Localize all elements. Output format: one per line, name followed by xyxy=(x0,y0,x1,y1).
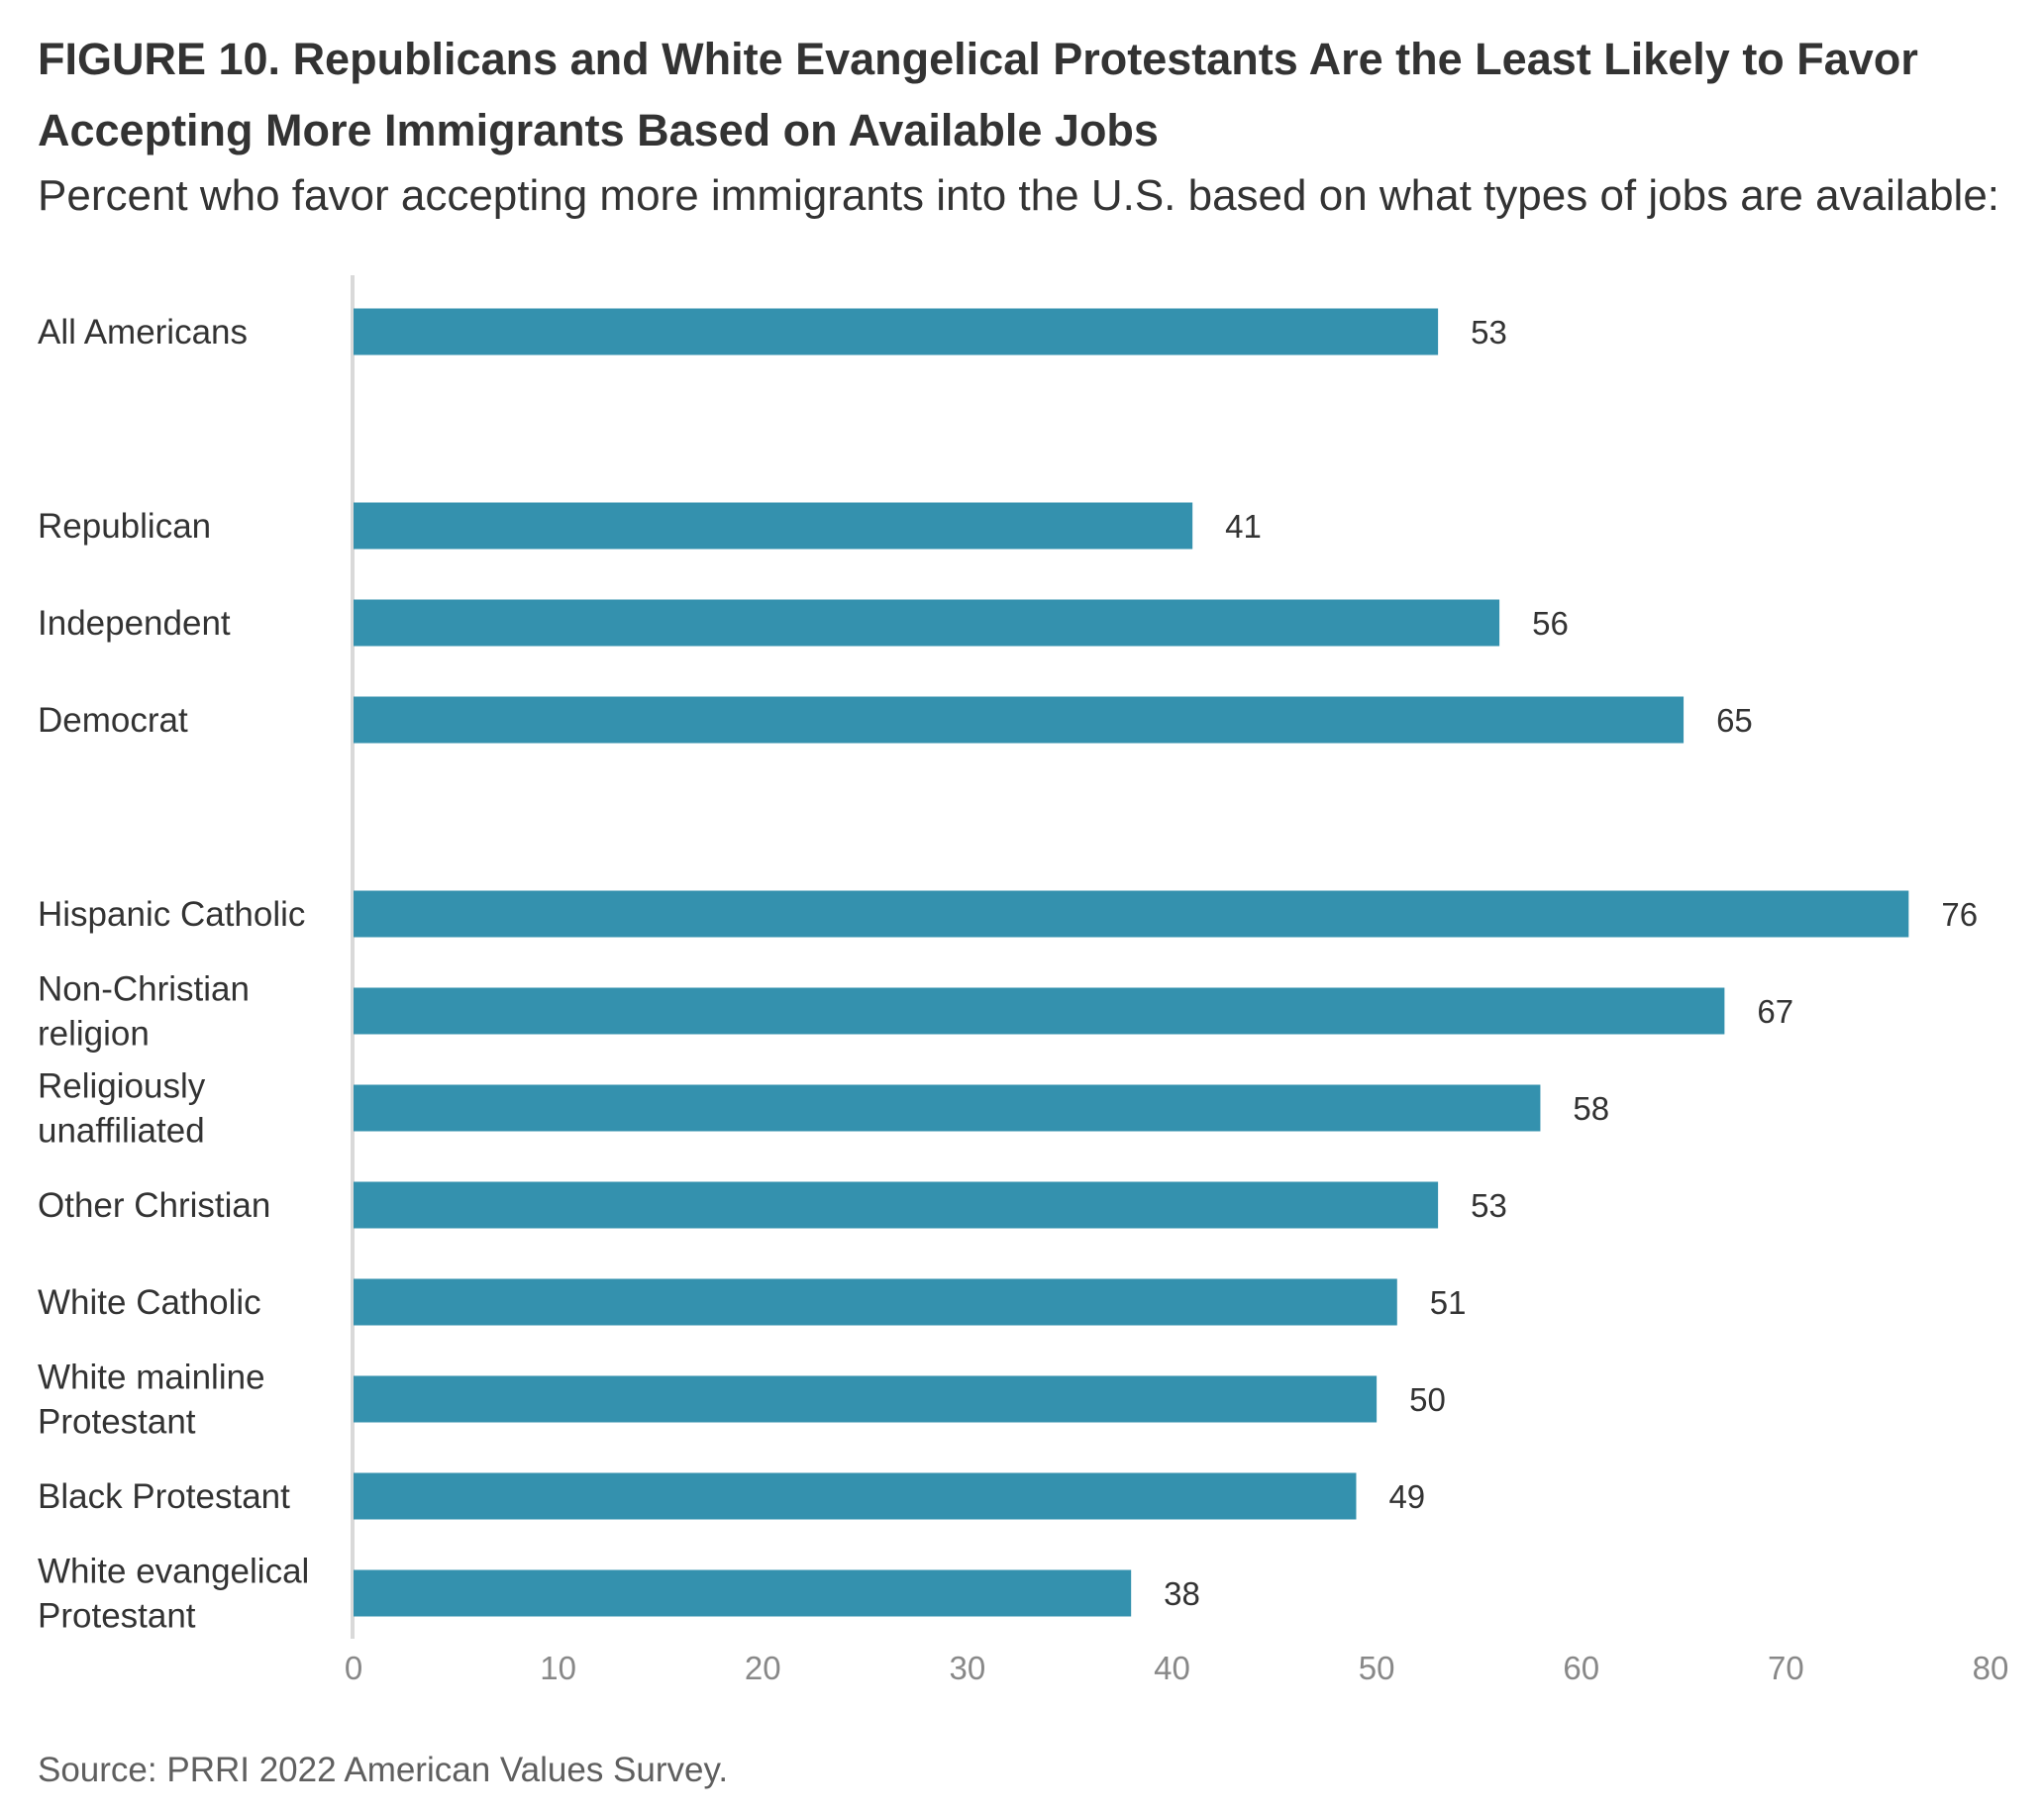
bar xyxy=(354,1472,1357,1520)
x-tick-label: 40 xyxy=(1154,1650,1190,1686)
data-label: 50 xyxy=(1409,1381,1446,1418)
category-label: Non-Christian religion xyxy=(38,970,250,1054)
category-label: Religiously unaffiliated xyxy=(38,1067,206,1151)
bar xyxy=(354,502,1193,550)
bar xyxy=(354,1278,1397,1326)
bar xyxy=(354,1569,1132,1617)
category-label: Independent xyxy=(38,604,231,643)
category-label: Republican xyxy=(38,507,211,546)
source-note: Source: PRRI 2022 American Values Survey… xyxy=(38,1751,729,1789)
category-label: Democrat xyxy=(38,701,188,740)
chart-subtitle: Percent who favor accepting more immigra… xyxy=(38,171,2000,220)
chart-title: FIGURE 10. Republicans and White Evangel… xyxy=(38,34,1918,155)
bar xyxy=(354,1084,1541,1132)
bar xyxy=(354,1375,1378,1423)
x-tick-label: 50 xyxy=(1359,1650,1395,1686)
category-label: All Americans xyxy=(38,313,248,352)
data-label: 67 xyxy=(1757,993,1793,1030)
x-tick-label: 20 xyxy=(745,1650,781,1686)
category-label: Other Christian xyxy=(38,1186,270,1225)
data-label: 51 xyxy=(1430,1284,1467,1321)
data-label: 58 xyxy=(1573,1090,1609,1127)
bar xyxy=(354,599,1500,647)
bar xyxy=(354,696,1685,744)
category-label: White Catholic xyxy=(38,1283,261,1322)
bar xyxy=(354,308,1439,355)
data-label: 76 xyxy=(1941,896,1978,933)
x-tick-label: 30 xyxy=(950,1650,986,1686)
category-label: White mainline Protestant xyxy=(38,1359,265,1442)
data-label: 41 xyxy=(1225,508,1262,545)
bar xyxy=(354,890,1909,938)
x-tick-label: 10 xyxy=(540,1650,576,1686)
data-label: 38 xyxy=(1164,1575,1200,1612)
category-label: White evangelical Protestant xyxy=(38,1553,309,1636)
data-label: 65 xyxy=(1716,702,1753,739)
bar xyxy=(354,987,1725,1035)
data-label: 56 xyxy=(1532,605,1569,642)
data-label: 53 xyxy=(1471,314,1507,351)
data-label: 53 xyxy=(1471,1187,1507,1224)
category-label: Black Protestant xyxy=(38,1477,290,1516)
category-label: Hispanic Catholic xyxy=(38,895,305,934)
bar xyxy=(354,1181,1439,1229)
x-tick-label: 0 xyxy=(345,1650,362,1686)
x-tick-label: 80 xyxy=(1973,1650,2009,1686)
x-tick-label: 60 xyxy=(1563,1650,1599,1686)
x-tick-label: 70 xyxy=(1768,1650,1804,1686)
data-label: 49 xyxy=(1388,1478,1425,1515)
